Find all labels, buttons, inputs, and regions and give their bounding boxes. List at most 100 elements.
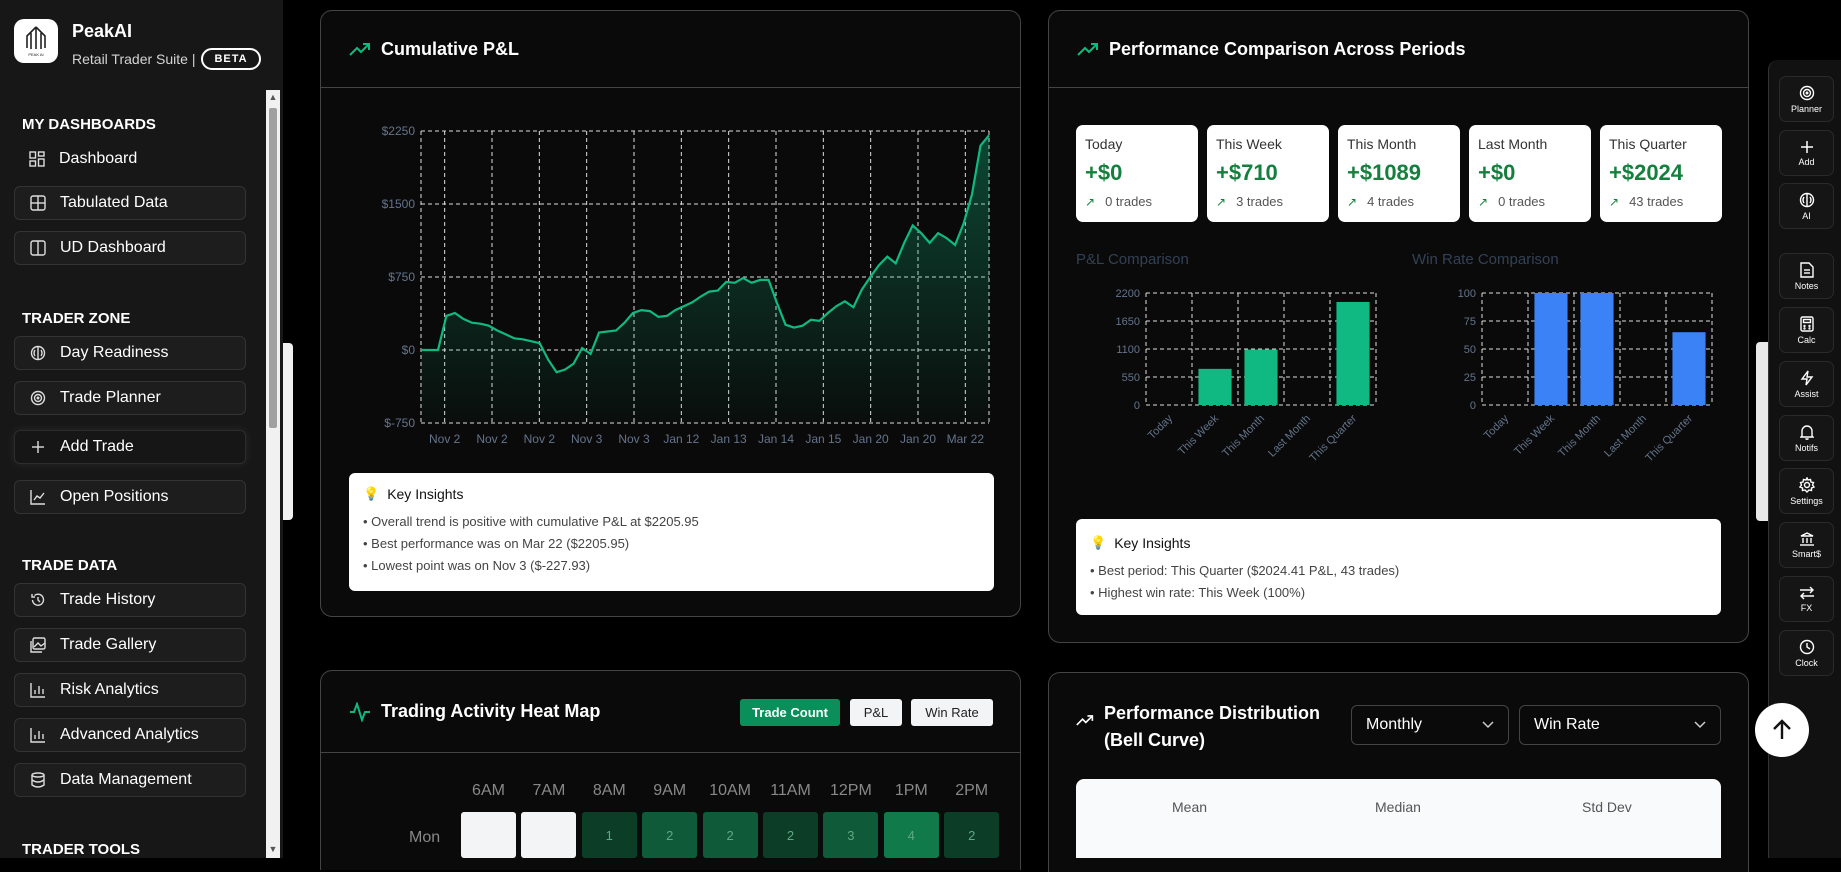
performance-comparison-card: Performance Comparison Across Periods To…	[1048, 10, 1749, 643]
x-tick-label: This Week	[1176, 412, 1221, 457]
chevron-down-icon	[1694, 721, 1706, 729]
sidebar-item-add-trade[interactable]: Add Trade	[14, 430, 246, 464]
card-title: Cumulative P&L	[381, 38, 520, 59]
notes-icon	[1799, 261, 1814, 278]
sidebar-item-label: Add Trade	[60, 438, 134, 455]
period-card-today[interactable]: Today +$0 ↗ 0 trades	[1076, 125, 1198, 222]
sidebar-item-label: Tabulated Data	[60, 194, 168, 211]
heatmap-cell[interactable]: 2	[702, 812, 758, 858]
bar	[1534, 293, 1568, 405]
x-tick-label: This Month	[1556, 413, 1603, 460]
toolbar-assist-button[interactable]: Assist	[1779, 361, 1834, 407]
toolbar-planner-button[interactable]: Planner	[1779, 76, 1834, 122]
target-icon	[29, 389, 47, 407]
toolbar-fx-button[interactable]: FX	[1779, 576, 1834, 622]
heatmap-cell[interactable]: 2	[763, 812, 818, 858]
heatmap-cell[interactable]: 1	[581, 812, 637, 858]
svg-text:PEAK AI: PEAK AI	[28, 52, 43, 57]
sidebar-scrollbar[interactable]: ▲ ▼	[266, 90, 280, 858]
card-header: Cumulative P&L	[321, 11, 1020, 88]
stat-mean-label: Mean	[1172, 799, 1208, 815]
heatmap-hour-label: 11AM	[770, 782, 811, 799]
toolbar-clock-button[interactable]: Clock	[1779, 630, 1834, 676]
y-tick-label: $750	[388, 270, 415, 284]
sidebar-item-ud-dashboard[interactable]: UD Dashboard	[14, 231, 246, 265]
x-tick-label: This Week	[1512, 412, 1557, 457]
heatmap-cell[interactable]: 2	[642, 812, 698, 858]
toolbar-add-button[interactable]: Add	[1779, 130, 1834, 176]
gear-icon	[1798, 476, 1815, 493]
insight-line: • Overall trend is positive with cumulat…	[363, 514, 699, 529]
sidebar-item-trade-gallery[interactable]: Trade Gallery	[14, 628, 246, 662]
toolbar-calc-button[interactable]: Calc	[1779, 307, 1834, 353]
toolbar-notifs-button[interactable]: Notifs	[1779, 415, 1834, 461]
table-icon	[29, 194, 47, 212]
right-panel-resize-handle[interactable]	[1756, 342, 1768, 521]
period-select[interactable]: Monthly	[1351, 705, 1509, 745]
sidebar-item-trade-planner[interactable]: Trade Planner	[14, 381, 246, 415]
sidebar-item-label: Risk Analytics	[60, 681, 159, 698]
heatmap-cell[interactable]: 2	[944, 812, 1000, 858]
period-trades: ↗ 4 trades	[1347, 194, 1460, 209]
y-tick-label: 0	[1134, 400, 1140, 412]
scroll-up-arrow-icon[interactable]: ▲	[268, 92, 278, 102]
y-tick-label: $1500	[382, 197, 416, 211]
toolbar-ai-button[interactable]: AI	[1779, 183, 1834, 229]
period-label: This Quarter	[1609, 136, 1687, 152]
toolbar-label: Calc	[1797, 334, 1816, 345]
arrow-up-right-icon: ↗	[1609, 194, 1620, 209]
sidebar-item-label: Trade Gallery	[60, 636, 157, 653]
sidebar-item-day-readiness[interactable]: Day Readiness	[14, 336, 246, 370]
toggle-win-rate[interactable]: Win Rate	[911, 699, 993, 726]
scroll-down-arrow-icon[interactable]: ▼	[268, 844, 278, 854]
period-value: +$0	[1478, 160, 1516, 185]
insight-line: • Best performance was on Mar 22 ($2205.…	[363, 536, 630, 551]
insights-title-text: Key Insights	[387, 486, 464, 502]
pnl-comparison-title: P&L Comparison	[1076, 251, 1189, 268]
sidebar-scrollbar-thumb[interactable]	[269, 108, 277, 428]
sidebar-item-trade-history[interactable]: Trade History	[14, 583, 246, 617]
sidebar-item-label: Trade Planner	[60, 389, 161, 406]
sidebar-item-advanced-analytics[interactable]: Advanced Analytics	[14, 718, 246, 752]
insight-line: • Lowest point was on Nov 3 ($-227.93)	[363, 558, 591, 573]
period-label: Today	[1085, 136, 1123, 152]
arrow-up-right-icon: ↗	[1085, 194, 1096, 209]
heatmap-hour-label: 1PM	[894, 782, 928, 799]
toolbar-label: AI	[1802, 210, 1811, 221]
bell-icon	[1799, 424, 1814, 440]
metric-select[interactable]: Win Rate	[1519, 705, 1721, 745]
bar-chart-icon	[29, 681, 47, 699]
section-title-trader-zone: TRADER ZONE	[22, 310, 131, 327]
period-card-this-week[interactable]: This Week +$710 ↗ 3 trades	[1207, 125, 1329, 222]
toolbar-smart-money-button[interactable]: Smart$	[1779, 522, 1834, 568]
sidebar-item-label: Day Readiness	[60, 344, 169, 361]
toggle-trade-count[interactable]: Trade Count	[740, 699, 840, 726]
sidebar-item-label: Advanced Analytics	[60, 726, 199, 743]
brand[interactable]: PEAK AI PeakAI Retail Trader Suite | BET…	[14, 19, 261, 70]
toggle-pnl[interactable]: P&L	[850, 699, 902, 726]
y-tick-label: 1650	[1116, 316, 1140, 328]
sidebar-item-risk-analytics[interactable]: Risk Analytics	[14, 673, 246, 707]
period-value: +$710	[1216, 160, 1278, 185]
sidebar-item-tabulated-data[interactable]: Tabulated Data	[14, 186, 246, 220]
heatmap-cell[interactable]: 4	[883, 812, 939, 858]
sidebar-item-data-management[interactable]: Data Management	[14, 763, 246, 797]
scroll-to-top-button[interactable]	[1755, 703, 1809, 757]
heatmap-cell[interactable]	[461, 812, 516, 858]
toolbar-settings-button[interactable]: Settings	[1779, 468, 1834, 514]
period-card-this-month[interactable]: This Month +$1089 ↗ 4 trades	[1338, 125, 1460, 222]
sidebar-item-open-positions[interactable]: Open Positions	[14, 480, 246, 514]
toolbar-notes-button[interactable]: Notes	[1779, 253, 1834, 299]
sidebar-item-label: UD Dashboard	[60, 239, 166, 256]
bar	[1244, 349, 1278, 405]
plus-icon	[29, 438, 47, 456]
period-card-this-quarter[interactable]: This Quarter +$2024 ↗ 43 trades	[1600, 125, 1722, 222]
heatmap-cell[interactable]	[521, 812, 577, 858]
heatmap-cell[interactable]: 3	[823, 812, 879, 858]
sidebar-item-dashboard[interactable]: Dashboard	[14, 142, 246, 176]
period-trades: ↗ 0 trades	[1478, 194, 1591, 209]
heatmap-hour-label: 10AM	[709, 782, 751, 799]
period-card-last-month[interactable]: Last Month +$0 ↗ 0 trades	[1469, 125, 1591, 222]
sidebar-resize-handle[interactable]	[283, 343, 293, 520]
database-icon	[29, 771, 47, 789]
